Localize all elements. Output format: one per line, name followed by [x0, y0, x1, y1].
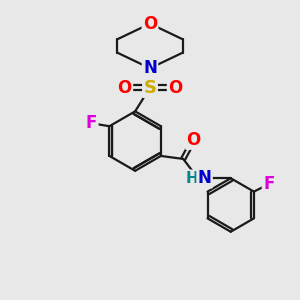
Text: N: N: [143, 59, 157, 77]
Text: S: S: [143, 79, 157, 97]
Text: N: N: [198, 169, 212, 187]
Text: O: O: [118, 79, 132, 97]
Text: F: F: [263, 175, 275, 193]
Text: F: F: [86, 114, 97, 132]
Text: O: O: [186, 130, 201, 148]
Text: O: O: [168, 79, 182, 97]
Text: H: H: [186, 171, 199, 186]
Text: O: O: [143, 15, 157, 33]
